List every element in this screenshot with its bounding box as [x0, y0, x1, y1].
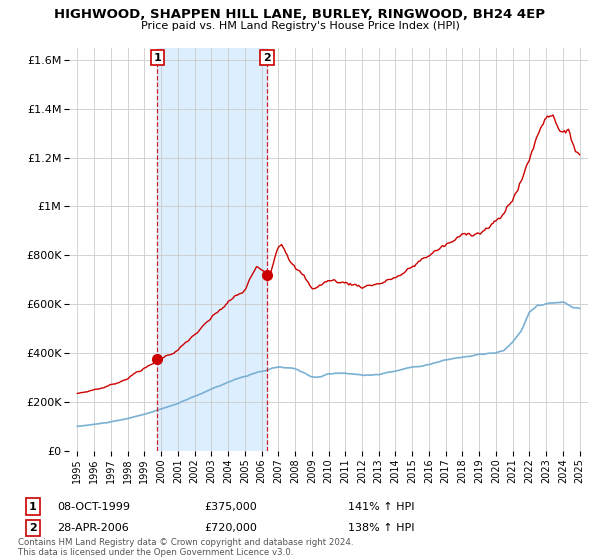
Text: 2: 2 [29, 523, 37, 533]
Text: 28-APR-2006: 28-APR-2006 [57, 523, 129, 533]
Text: £720,000: £720,000 [204, 523, 257, 533]
Text: Price paid vs. HM Land Registry's House Price Index (HPI): Price paid vs. HM Land Registry's House … [140, 21, 460, 31]
Text: HIGHWOOD, SHAPPEN HILL LANE, BURLEY, RINGWOOD, BH24 4EP: HIGHWOOD, SHAPPEN HILL LANE, BURLEY, RIN… [55, 8, 545, 21]
Text: 1: 1 [29, 502, 37, 512]
Text: 1: 1 [154, 53, 161, 63]
Text: Contains HM Land Registry data © Crown copyright and database right 2024.
This d: Contains HM Land Registry data © Crown c… [18, 538, 353, 557]
Text: 138% ↑ HPI: 138% ↑ HPI [348, 523, 415, 533]
Text: 08-OCT-1999: 08-OCT-1999 [57, 502, 130, 512]
Text: £375,000: £375,000 [204, 502, 257, 512]
Text: 141% ↑ HPI: 141% ↑ HPI [348, 502, 415, 512]
Bar [157, 48, 267, 451]
Text: 2: 2 [263, 53, 271, 63]
